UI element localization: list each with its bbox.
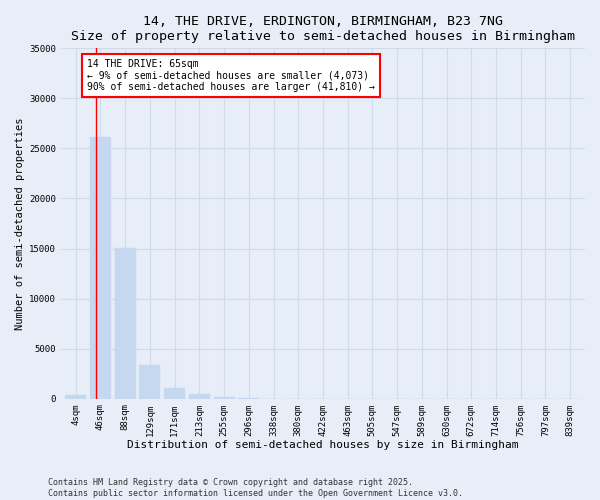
- Bar: [139, 365, 160, 398]
- Bar: [115, 248, 136, 398]
- Text: Contains HM Land Registry data © Crown copyright and database right 2025.
Contai: Contains HM Land Registry data © Crown c…: [48, 478, 463, 498]
- Bar: [65, 395, 86, 398]
- Bar: [164, 388, 185, 398]
- Text: 14 THE DRIVE: 65sqm
← 9% of semi-detached houses are smaller (4,073)
90% of semi: 14 THE DRIVE: 65sqm ← 9% of semi-detache…: [87, 59, 375, 92]
- Title: 14, THE DRIVE, ERDINGTON, BIRMINGHAM, B23 7NG
Size of property relative to semi-: 14, THE DRIVE, ERDINGTON, BIRMINGHAM, B2…: [71, 15, 575, 43]
- Y-axis label: Number of semi-detached properties: Number of semi-detached properties: [15, 118, 25, 330]
- X-axis label: Distribution of semi-detached houses by size in Birmingham: Distribution of semi-detached houses by …: [127, 440, 519, 450]
- Bar: [214, 397, 235, 398]
- Bar: [189, 394, 210, 398]
- Bar: [90, 138, 111, 398]
